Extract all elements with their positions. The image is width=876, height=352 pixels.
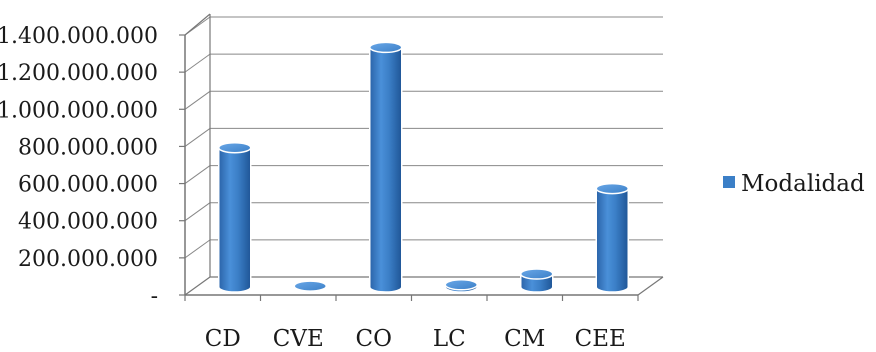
bar-cm [520,268,554,293]
x-tick-label: CD [205,326,241,352]
bar-cap [293,280,327,292]
legend-label: Modalidad [741,171,865,197]
bar-cve [293,280,327,293]
bar-cap [369,41,403,54]
y-tick-label: 1.000.000.000 [0,98,158,123]
y-tick-label: 1.400.000.000 [0,24,158,49]
y-axis-depth-line [184,13,211,36]
bar-cap [595,182,629,195]
bar-cap [520,268,554,280]
bar-cee [595,182,629,293]
x-tick-label: CVE [273,326,324,352]
gridlines [179,16,663,301]
gridline-depth [184,53,211,73]
y-tick-label: 800.000.000 [18,135,158,160]
bar-cd [218,141,252,293]
bar-body [218,146,252,293]
legend-swatch [723,176,735,188]
bar-body [369,46,403,293]
y-tick-label: - [151,284,158,309]
bar-co [369,41,403,293]
axes [184,13,664,296]
x-tick-label: CO [356,326,392,352]
gridline-depth [184,128,211,147]
bar-cap [444,279,478,291]
gridline-depth [184,165,211,184]
y-tick-label: 600.000.000 [18,173,158,198]
x-tick-label: CEE [575,326,626,352]
x-axis-depth-line [184,276,211,296]
floor-right-depth-line [637,276,664,296]
bar-lc [444,279,478,293]
x-tick-labels: CD CVE CO LC CM CEE [205,326,626,352]
y-tick-label: 400.000.000 [18,210,158,235]
x-tick-label: LC [433,326,466,352]
bar-body [595,187,629,293]
bar-cap [218,141,252,154]
y-tick-labels: - 200.000.000 400.000.000 600.000.000 800.00… [0,24,158,309]
gridline-depth [184,90,211,110]
y-tick-label: 1.200.000.000 [0,61,158,86]
legend: Modalidad [723,171,865,197]
gridline-depth [184,202,211,222]
gridline-depth [184,239,211,259]
x-tick-label: CM [504,326,545,352]
y-tick-label: 200.000.000 [18,247,158,272]
bars [218,41,629,293]
